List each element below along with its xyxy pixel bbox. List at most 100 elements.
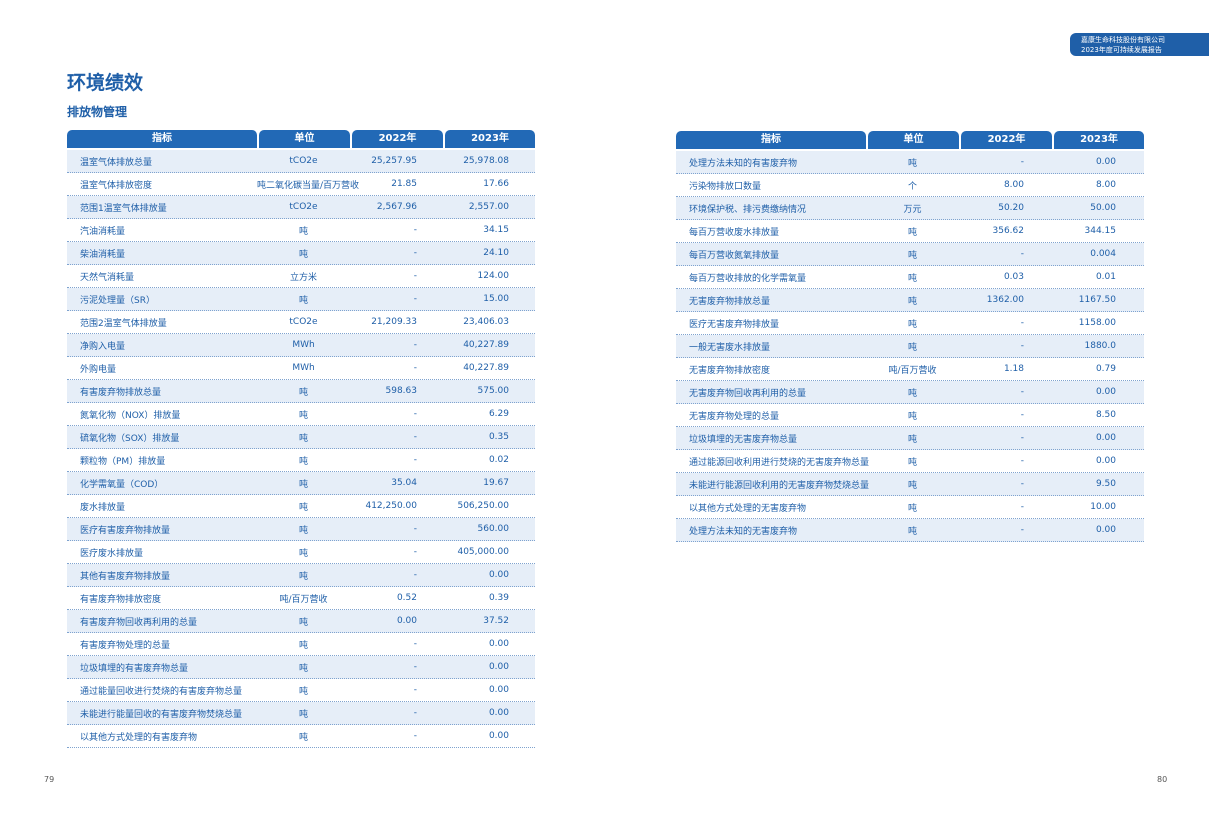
cell-unit: 吨 (298, 732, 308, 743)
cell-2022: - (413, 455, 417, 465)
table-row: 污染物排放口数量 个 8.00 8.00 (676, 174, 1144, 197)
cell-indicator: 外购电量 (80, 364, 117, 375)
table-row: 未能进行能源回收利用的无害废弃物焚烧总量 吨 - 9.50 (676, 473, 1144, 496)
cell-unit: 吨 (298, 571, 308, 582)
table-row: 有害废弃物处理的总量 吨 - 0.00 (67, 633, 535, 656)
cell-unit: 吨 (298, 295, 308, 306)
cell-indicator: 一般无害废水排放量 (689, 342, 771, 353)
cell-2023: 560.00 (477, 524, 510, 534)
cell-2023: 0.79 (1095, 364, 1116, 374)
cell-2022: - (413, 225, 417, 235)
table-row: 硫氧化物（SOX）排放量 吨 - 0.35 (67, 426, 535, 449)
cell-2022: 21,209.33 (371, 317, 417, 327)
header-unit: 单位 (259, 130, 350, 148)
table-row: 医疗无害废弃物排放量 吨 - 1158.00 (676, 312, 1144, 335)
cell-indicator: 化学需氧量（COD） (80, 479, 164, 490)
cell-indicator: 颗粒物（PM）排放量 (80, 456, 166, 467)
cell-2022: - (1020, 318, 1024, 328)
cell-2022: - (413, 248, 417, 258)
cell-indicator: 范围2温室气体排放量 (80, 318, 167, 329)
cell-2022: 0.00 (396, 616, 417, 626)
table-body: 温室气体排放总量 tCO2e 25,257.95 25,978.08 温室气体排放密度吨… (67, 150, 535, 748)
cell-unit: 吨 (298, 433, 308, 444)
cell-2022: - (413, 271, 417, 281)
cell-unit: 吨 (298, 502, 308, 513)
cell-2022: - (1020, 433, 1024, 443)
cell-2023: 0.39 (488, 593, 509, 603)
cell-indicator: 未能进行能量回收的有害废弃物焚烧总量 (80, 709, 243, 720)
cell-unit: 吨 (298, 479, 308, 490)
cell-2023: 0.00 (1095, 387, 1116, 397)
cell-unit: 吨 (907, 273, 917, 284)
cell-unit: 吨 (907, 227, 917, 238)
cell-2022: - (413, 639, 417, 649)
cell-unit: 个 (907, 181, 917, 192)
cell-indicator: 氮氧化物（NOX）排放量 (80, 410, 181, 421)
cell-2023: 0.00 (1095, 157, 1116, 167)
cell-unit: 万元 (903, 204, 922, 215)
header-2023: 2023年 (445, 130, 535, 148)
cell-unit: 吨 (907, 434, 917, 445)
cell-indicator: 医疗有害废弃物排放量 (80, 525, 171, 536)
table-row: 垃圾填埋的有害废弃物总量 吨 - 0.00 (67, 656, 535, 679)
table-row: 范围2温室气体排放量 tCO2e 21,209.33 23,406.03 (67, 311, 535, 334)
cell-2023: 0.00 (488, 685, 509, 695)
header-name: 指标 (676, 131, 866, 149)
table-row: 温室气体排放密度 吨二氧化碳当量/百万营收 21.85 17.66 (67, 173, 535, 196)
cell-2022: - (413, 524, 417, 534)
table-header: 指标 单位 2022年 2023年 (676, 131, 1144, 149)
cell-2022: - (1020, 157, 1024, 167)
cell-unit: 吨 (298, 663, 308, 674)
table-row: 处理方法未知的有害废弃物 吨 - 0.00 (676, 151, 1144, 174)
cell-unit: 吨 (298, 617, 308, 628)
cell-indicator: 以其他方式处理的有害废弃物 (80, 732, 198, 743)
cell-2023: 50.00 (1090, 203, 1116, 213)
cell-indicator: 有害废弃物处理的总量 (80, 640, 171, 651)
table-row: 无害废弃物回收再利用的总量 吨 - 0.00 (676, 381, 1144, 404)
cell-2022: - (413, 662, 417, 672)
cell-unit: 吨 (907, 388, 917, 399)
cell-unit: 吨 (298, 410, 308, 421)
table-row: 环境保护税、排污费缴纳情况 万元 50.20 50.00 (676, 197, 1144, 220)
section-title: 排放物管理 (67, 105, 128, 119)
cell-2023: 17.66 (483, 179, 509, 189)
cell-2022: - (1020, 341, 1024, 351)
table-row: 有害废弃物排放密度 吨/百万营收 0.52 0.39 (67, 587, 535, 610)
cell-2022: - (1020, 249, 1024, 259)
cell-2023: 15.00 (483, 294, 509, 304)
table-row: 无害废弃物排放总量 吨 1362.00 1167.50 (676, 289, 1144, 312)
cell-indicator: 硫氧化物（SOX）排放量 (80, 433, 180, 444)
cell-2022: - (1020, 479, 1024, 489)
table-row: 有害废弃物排放总量 吨 598.63 575.00 (67, 380, 535, 403)
cell-2023: 1167.50 (1078, 295, 1116, 305)
cell-indicator: 无害废弃物回收再利用的总量 (689, 388, 807, 399)
table-row: 范围1温室气体排放量 tCO2e 2,567.96 2,557.00 (67, 196, 535, 219)
report-name: 2023年度可持续发展报告 (1081, 46, 1162, 54)
table-row: 每百万营收废水排放量 吨 356.62 344.15 (676, 220, 1144, 243)
cell-indicator: 温室气体排放总量 (80, 157, 153, 168)
cell-unit: 吨 (298, 226, 308, 237)
table-row: 化学需氧量（COD） 吨 35.04 19.67 (67, 472, 535, 495)
table-row: 每百万营收排放的化学需氧量 吨 0.03 0.01 (676, 266, 1144, 289)
cell-2023: 506,250.00 (457, 501, 509, 511)
cell-indicator: 温室气体排放密度 (80, 180, 153, 191)
cell-2022: - (413, 432, 417, 442)
cell-unit: 吨 (298, 387, 308, 398)
cell-indicator: 有害废弃物回收再利用的总量 (80, 617, 198, 628)
cell-indicator: 医疗废水排放量 (80, 548, 144, 559)
table-row: 净购入电量 MWh - 40,227.89 (67, 334, 535, 357)
cell-2022: 1.18 (1003, 364, 1024, 374)
cell-indicator: 污染物排放口数量 (689, 181, 762, 192)
cell-2023: 575.00 (477, 386, 510, 396)
cell-unit: 吨 (298, 249, 308, 260)
cell-2023: 344.15 (1084, 226, 1117, 236)
cell-2022: 2,567.96 (376, 202, 417, 212)
cell-indicator: 每百万营收废水排放量 (689, 227, 780, 238)
cell-2023: 0.01 (1095, 272, 1116, 282)
table-row: 氮氧化物（NOX）排放量 吨 - 6.29 (67, 403, 535, 426)
table-row: 处理方法未知的无害废弃物 吨 - 0.00 (676, 519, 1144, 542)
cell-2022: 598.63 (385, 386, 418, 396)
cell-unit: tCO2e (289, 156, 318, 166)
cell-2023: 40,227.89 (463, 340, 509, 350)
cell-indicator: 未能进行能源回收利用的无害废弃物焚烧总量 (689, 480, 870, 491)
